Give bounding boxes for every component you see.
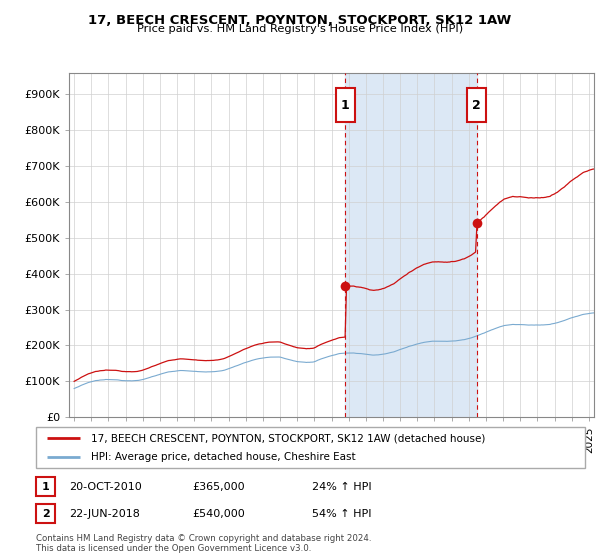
Text: £365,000: £365,000 xyxy=(192,482,245,492)
Text: 20-OCT-2010: 20-OCT-2010 xyxy=(69,482,142,492)
Text: 22-JUN-2018: 22-JUN-2018 xyxy=(69,508,140,519)
Bar xyxy=(467,88,486,122)
Text: 17, BEECH CRESCENT, POYNTON, STOCKPORT, SK12 1AW (detached house): 17, BEECH CRESCENT, POYNTON, STOCKPORT, … xyxy=(91,433,485,443)
Text: HPI: Average price, detached house, Cheshire East: HPI: Average price, detached house, Ches… xyxy=(91,452,356,461)
Text: Contains HM Land Registry data © Crown copyright and database right 2024.
This d: Contains HM Land Registry data © Crown c… xyxy=(36,534,371,553)
Text: Price paid vs. HM Land Registry's House Price Index (HPI): Price paid vs. HM Land Registry's House … xyxy=(137,24,463,34)
Bar xyxy=(345,73,477,417)
Text: 1: 1 xyxy=(341,99,350,111)
Text: 2: 2 xyxy=(42,508,49,519)
Text: 17, BEECH CRESCENT, POYNTON, STOCKPORT, SK12 1AW: 17, BEECH CRESCENT, POYNTON, STOCKPORT, … xyxy=(88,14,512,27)
Text: 1: 1 xyxy=(42,482,49,492)
Text: 2: 2 xyxy=(472,99,481,111)
Bar xyxy=(336,88,355,122)
Text: £540,000: £540,000 xyxy=(192,508,245,519)
Text: 24% ↑ HPI: 24% ↑ HPI xyxy=(312,482,371,492)
Text: 54% ↑ HPI: 54% ↑ HPI xyxy=(312,508,371,519)
